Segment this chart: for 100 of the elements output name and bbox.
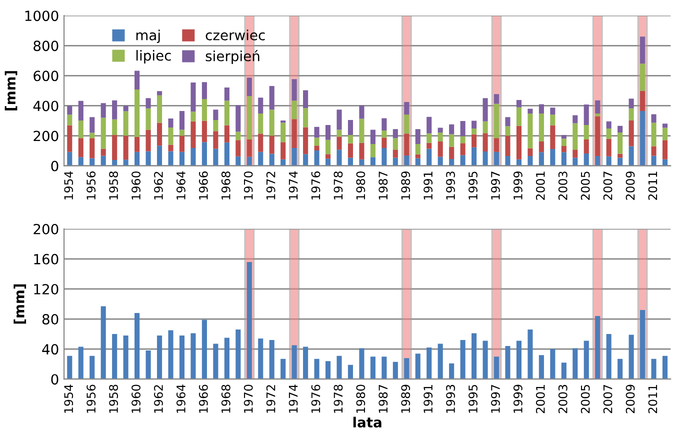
bar bbox=[584, 104, 589, 125]
bar bbox=[516, 340, 522, 380]
x-tick-label: 2001 bbox=[536, 172, 545, 200]
bar bbox=[640, 310, 646, 380]
x-tick-label: 2011 bbox=[648, 172, 658, 200]
bar bbox=[528, 114, 533, 148]
bar bbox=[538, 152, 544, 166]
bar bbox=[505, 156, 510, 166]
bar bbox=[662, 128, 668, 140]
bar bbox=[236, 140, 241, 156]
bar bbox=[348, 135, 354, 144]
bar bbox=[258, 134, 264, 152]
y-tick-label: 0 bbox=[51, 160, 58, 172]
x-tick-label: 2011 bbox=[648, 385, 658, 414]
bar bbox=[202, 120, 207, 142]
bar bbox=[572, 348, 578, 380]
bar bbox=[572, 158, 578, 166]
x-tick-label: 1980 bbox=[356, 171, 366, 200]
x-tick-label: 1954 bbox=[64, 384, 74, 413]
bar bbox=[78, 100, 84, 120]
bar bbox=[628, 98, 634, 108]
bar bbox=[90, 356, 95, 380]
bar bbox=[325, 158, 331, 166]
bar bbox=[78, 157, 84, 166]
x-tick-label: 1958 bbox=[109, 384, 118, 413]
bar bbox=[112, 100, 118, 120]
bar bbox=[606, 334, 612, 380]
bar bbox=[651, 156, 656, 166]
bar bbox=[550, 114, 556, 126]
bar bbox=[179, 336, 185, 380]
bar bbox=[640, 110, 646, 166]
bar bbox=[190, 82, 196, 112]
bar bbox=[156, 122, 162, 146]
bar bbox=[561, 146, 566, 152]
bar bbox=[348, 120, 354, 136]
bar bbox=[134, 90, 140, 137]
bar bbox=[292, 100, 297, 120]
x-tick-label: 1987 bbox=[378, 172, 388, 200]
x-tick-label: 1974 bbox=[288, 384, 298, 413]
bar bbox=[123, 136, 128, 160]
bar bbox=[325, 361, 331, 380]
bar bbox=[392, 138, 398, 150]
bar bbox=[528, 148, 533, 156]
bar bbox=[112, 135, 118, 160]
bar bbox=[224, 100, 230, 126]
bar bbox=[90, 138, 95, 158]
bar bbox=[280, 142, 286, 160]
bar bbox=[651, 146, 656, 156]
bar bbox=[370, 157, 376, 166]
x-tick-label: 1991 bbox=[424, 385, 433, 413]
bar bbox=[482, 152, 488, 166]
bar bbox=[426, 148, 432, 166]
bar bbox=[314, 126, 320, 138]
x-tick-label: 2007 bbox=[603, 384, 612, 414]
bar bbox=[168, 128, 174, 145]
bar bbox=[146, 130, 151, 152]
bar bbox=[404, 134, 410, 156]
bar bbox=[78, 120, 84, 138]
bar bbox=[382, 356, 387, 380]
bar bbox=[662, 356, 668, 380]
y-tick-label: 120 bbox=[34, 284, 58, 294]
bar bbox=[359, 348, 364, 380]
x-tick-label: 2005 bbox=[580, 384, 590, 414]
bar bbox=[202, 142, 207, 166]
x-tick-label: 1960 bbox=[132, 171, 140, 200]
bar bbox=[426, 348, 432, 380]
bar bbox=[392, 150, 398, 158]
bar bbox=[651, 114, 656, 123]
bar bbox=[382, 138, 387, 148]
x-tick-label: 1987 bbox=[378, 384, 388, 413]
bar bbox=[628, 334, 634, 380]
bar bbox=[392, 362, 398, 380]
bar bbox=[314, 150, 320, 166]
bar bbox=[472, 128, 477, 134]
x-tick-label: 1989 bbox=[401, 172, 410, 200]
y-tick-label: 0 bbox=[51, 374, 58, 385]
bar bbox=[628, 108, 634, 120]
bar bbox=[112, 160, 118, 166]
bar bbox=[595, 100, 600, 114]
bar bbox=[382, 148, 387, 166]
bar bbox=[168, 118, 174, 128]
bar bbox=[100, 118, 106, 149]
x-tick-label: 1958 bbox=[109, 171, 118, 200]
bar bbox=[146, 350, 151, 380]
bar bbox=[472, 147, 477, 166]
bar bbox=[292, 345, 297, 380]
x-tick-label: 1964 bbox=[176, 384, 186, 413]
x-tick-label: 1997 bbox=[491, 384, 500, 413]
bar bbox=[640, 64, 646, 91]
bar bbox=[336, 110, 342, 130]
bar bbox=[460, 143, 466, 156]
bar bbox=[382, 130, 387, 138]
bar bbox=[505, 117, 510, 126]
bar bbox=[224, 142, 230, 166]
bar bbox=[156, 95, 162, 123]
x-tick-label: 1999 bbox=[513, 384, 522, 413]
x-tick-label: 1991 bbox=[424, 172, 433, 200]
bar bbox=[505, 126, 510, 136]
y-tick-label: 800 bbox=[34, 40, 58, 52]
x-tick-label: 2009 bbox=[626, 384, 635, 414]
